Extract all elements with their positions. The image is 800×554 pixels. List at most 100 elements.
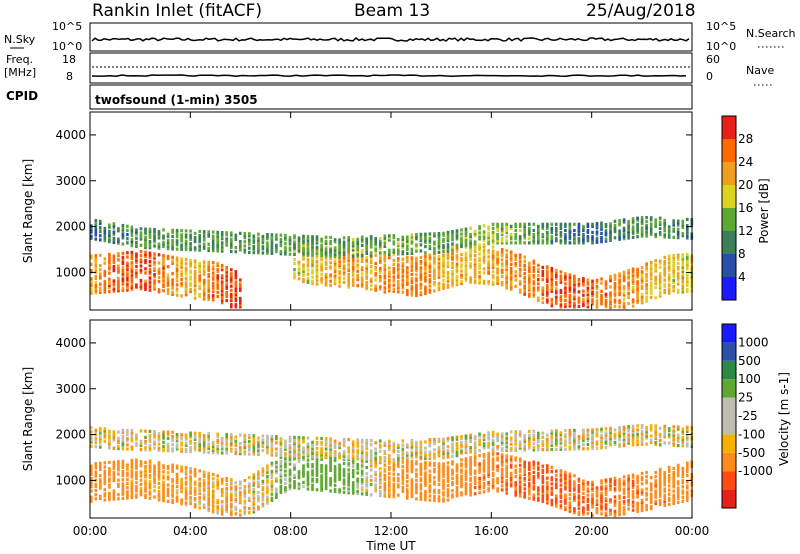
heatmap-cell [220,280,224,284]
heatmap-cell [478,262,481,266]
heatmap-cell [130,465,134,469]
heatmap-cell [654,275,657,279]
heatmap-cell [297,242,301,246]
heatmap-cell [369,277,373,281]
heatmap-cell [586,280,590,284]
heatmap-cell [573,289,576,293]
heatmap-cell [609,305,612,310]
heatmap-cell [424,473,427,477]
heatmap-cell [451,495,454,499]
heatmap-cell [311,256,314,261]
heatmap-cell [428,238,432,242]
heatmap-cell [419,255,423,260]
heatmap-cell [658,500,662,504]
heatmap-cell [559,491,563,495]
heatmap-cell [473,234,477,238]
heatmap-cell [546,497,549,501]
heatmap-cell [550,486,554,490]
heatmap-cell [153,495,156,499]
heatmap-cell [117,241,120,245]
heatmap-cell [500,233,504,237]
heatmap-cell [464,488,468,492]
heatmap-cell [509,478,513,482]
heatmap-cell [528,284,531,288]
heatmap-cell [586,290,590,294]
heatmap-cell [351,475,355,479]
heatmap-cell [609,508,612,512]
heatmap-cell [108,479,111,483]
heatmap-cell [451,272,454,276]
heatmap-cell [609,228,612,232]
heatmap-cell [631,479,635,483]
heatmap-cell [130,491,134,495]
heatmap-cell [166,442,170,447]
heatmap-cell [279,490,283,495]
heatmap-cell [600,231,603,235]
heatmap-cell [451,284,454,288]
heatmap-cell [261,245,265,249]
heatmap-cell [135,481,138,485]
heatmap-cell [207,475,210,480]
heatmap-cell [342,482,346,486]
heatmap-cell [631,235,635,239]
heatmap-cell [275,467,278,471]
heatmap-cell [442,499,445,503]
heatmap-cell [94,493,98,497]
heatmap-cell [302,238,305,242]
heatmap-cell [609,226,612,230]
heatmap-cell [139,235,143,239]
heatmap-cell [604,231,608,235]
heatmap-cell [482,486,486,490]
heatmap-cell [306,264,310,268]
heatmap-cell [406,241,409,245]
heatmap-cell [324,256,328,260]
heatmap-cell [216,236,219,241]
heatmap-cell [604,513,608,517]
heatmap-cell [347,283,350,287]
heatmap-cell [658,280,662,284]
heatmap-cell [103,431,107,435]
heatmap-cell [428,475,432,479]
heatmap-cell [469,456,472,460]
heatmap-cell [144,250,147,254]
heatmap-cell [667,227,671,231]
heatmap-cell [582,281,585,285]
heatmap-cell [351,489,355,493]
heatmap-cell [586,507,590,512]
heatmap-cell [640,274,644,278]
heatmap-cell [374,477,377,481]
heatmap-cell [311,456,314,461]
heatmap-cell [451,238,454,242]
heatmap-cell [564,282,567,286]
heatmap-cell [424,236,427,240]
heatmap-cell [658,467,662,471]
heatmap-cell [324,273,328,277]
heatmap-cell [338,263,341,268]
heatmap-cell [627,503,630,507]
heatmap-cell [550,235,554,239]
heatmap-cell [636,507,639,511]
heatmap-cell [171,292,174,296]
heatmap-cell [591,488,594,493]
heatmap-cell [424,289,427,293]
heatmap-cell [496,277,499,281]
heatmap-cell [573,282,576,287]
heatmap-cell [293,252,296,256]
heatmap-cell [415,235,418,239]
heatmap-cell [622,510,626,514]
heatmap-cell [275,233,278,237]
heatmap-cell [324,248,328,252]
heatmap-cell [175,439,179,443]
heatmap-cell [288,240,292,244]
heatmap-cell [514,233,517,237]
heatmap-cell [293,484,296,488]
heatmap-cell [121,286,125,290]
heatmap-cell [446,252,450,256]
heatmap-cell [369,482,373,486]
heatmap-cell [369,460,373,464]
heatmap-cell [582,479,585,483]
heatmap-cell [437,281,441,286]
heatmap-cell [234,449,238,454]
heatmap-cell [568,233,572,237]
heatmap-cell [649,287,653,291]
